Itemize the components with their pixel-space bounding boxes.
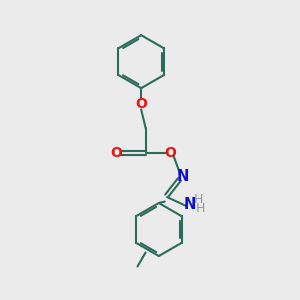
Text: O: O	[110, 146, 122, 160]
Text: H: H	[195, 202, 205, 215]
Text: O: O	[165, 146, 176, 160]
Text: N: N	[176, 169, 189, 184]
Text: O: O	[135, 98, 147, 111]
Text: N: N	[184, 197, 196, 212]
Text: H: H	[193, 193, 203, 206]
